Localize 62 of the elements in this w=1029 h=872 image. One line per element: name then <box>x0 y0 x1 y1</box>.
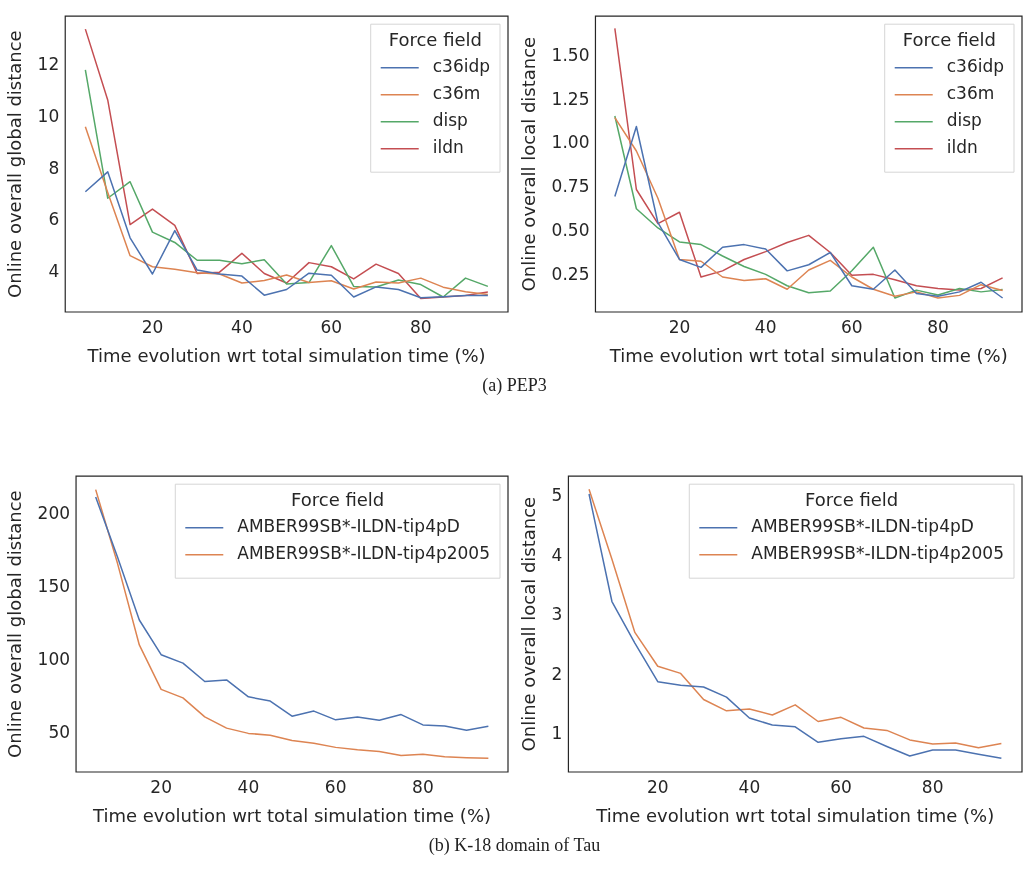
x-axis-title: Time evolution wrt total simulation time (%) <box>86 344 486 366</box>
legend-title: Force field <box>805 488 899 510</box>
legend-label: c36m <box>432 83 481 104</box>
x-tick-label: 40 <box>738 776 761 797</box>
x-tick-label: 80 <box>412 776 434 797</box>
y-tick-label: 1.00 <box>551 132 590 153</box>
y-tick-label: 12 <box>37 54 60 75</box>
y-tick-label: 8 <box>48 157 60 178</box>
y-tick-label: 2 <box>551 663 563 684</box>
legend-label: c36idp <box>946 56 1005 77</box>
text: (b) K-18 domain of Tau <box>427 834 602 857</box>
x-tick-label: 80 <box>409 316 432 337</box>
y-axis-title: Online overall local distance <box>518 36 540 292</box>
y-tick-label: 0.50 <box>551 219 590 240</box>
x-tick-label: 60 <box>840 316 863 337</box>
x-tick-label: 60 <box>830 776 852 797</box>
y-axis-title: Online overall global distance <box>4 490 26 758</box>
y-tick-label: 4 <box>48 261 60 282</box>
x-tick-label: 80 <box>921 776 944 797</box>
y-tick-label: 0.25 <box>551 263 590 284</box>
y-axis-title: Online overall local distance <box>518 496 540 752</box>
y-tick-label: 3 <box>551 604 563 625</box>
y-tick-label: 200 <box>37 503 71 524</box>
legend-label: AMBER99SB*-ILDN-tip4p2005 <box>751 543 1005 564</box>
legend-label: AMBER99SB*-ILDN-tip4p2005 <box>237 543 491 564</box>
legend-label: ildn <box>432 137 464 158</box>
x-tick-label: 80 <box>927 316 949 337</box>
legend-label: ildn <box>946 137 978 158</box>
x-tick-label: 20 <box>150 776 172 797</box>
legend-label: c36m <box>946 83 995 104</box>
legend-label: c36idp <box>432 56 491 77</box>
x-axis-title: Time evolution wrt total simulation time (%) <box>92 804 492 826</box>
y-tick-label: 10 <box>37 105 60 126</box>
y-tick-label: 5 <box>551 485 563 506</box>
x-tick-label: 20 <box>668 316 691 337</box>
legend-title: Force field <box>902 28 996 50</box>
x-tick-label: 20 <box>141 316 164 337</box>
y-tick-label: 4 <box>551 544 563 565</box>
legend-title: Force field <box>388 28 482 50</box>
y-tick-label: 1 <box>551 723 563 743</box>
legend-label: disp <box>946 110 982 131</box>
y-tick-label: 1.50 <box>551 44 590 65</box>
legend-label: AMBER99SB*-ILDN-tip4pD <box>751 516 974 537</box>
x-tick-label: 40 <box>754 316 777 337</box>
y-tick-label: 0.75 <box>551 176 590 197</box>
x-tick-label: 20 <box>646 776 669 797</box>
y-tick-label: 50 <box>48 721 71 742</box>
x-tick-label: 60 <box>324 776 347 797</box>
y-tick-label: 6 <box>48 209 60 230</box>
x-tick-label: 40 <box>231 316 253 337</box>
x-tick-label: 40 <box>237 776 260 797</box>
legend-label: AMBER99SB*-ILDN-tip4pD <box>237 516 460 537</box>
y-axis-title: Online overall global distance <box>4 30 26 298</box>
legend-label: disp <box>432 110 468 131</box>
y-tick-label: 1.25 <box>551 88 590 109</box>
x-axis-title: Time evolution wrt total simulation time (%) <box>608 344 1008 366</box>
y-tick-label: 150 <box>37 576 71 597</box>
x-tick-label: 60 <box>320 316 343 337</box>
text: (a) PEP3 <box>481 374 548 397</box>
y-tick-label: 100 <box>37 648 71 669</box>
legend-title: Force field <box>291 488 385 510</box>
x-axis-title: Time evolution wrt total simulation time (%) <box>595 804 995 826</box>
